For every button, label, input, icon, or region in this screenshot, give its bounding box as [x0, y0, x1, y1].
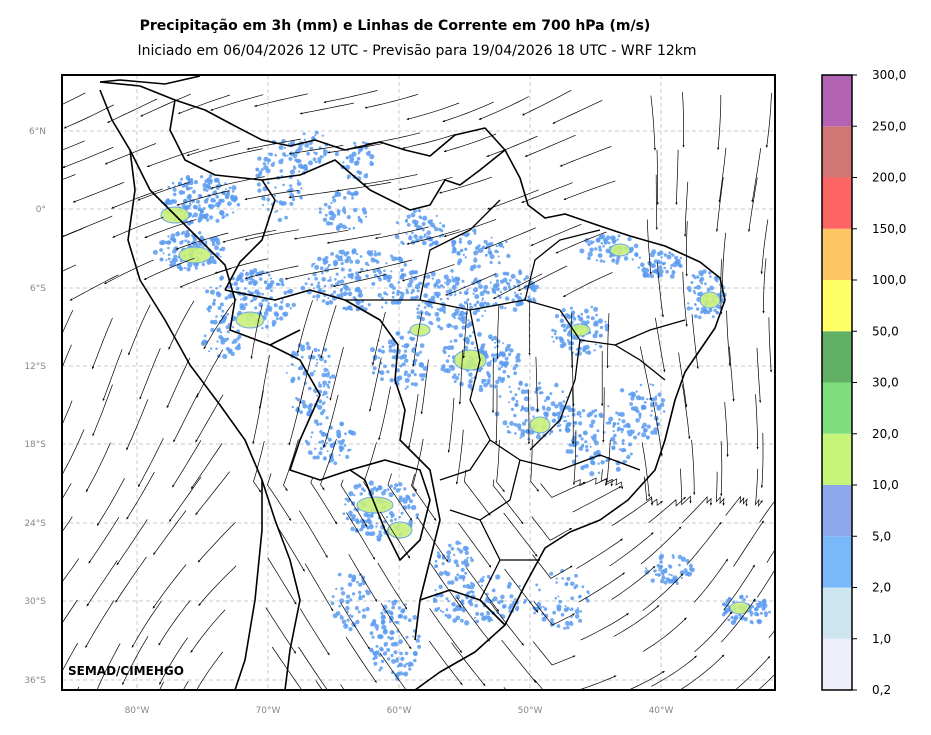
border-paraguay [349, 459, 431, 561]
colorbar-swatch [822, 638, 852, 690]
colorbar-swatch [822, 485, 852, 537]
colorbar-swatch [822, 587, 852, 639]
gridlines [62, 75, 775, 690]
lat-tick-label: 24°S [24, 519, 46, 529]
lon-tick-label: 70°W [256, 706, 281, 716]
colorbar-label: 200,0 [872, 171, 906, 185]
colorbar-label: 0,2 [872, 683, 891, 697]
political-borders [99, 75, 726, 690]
colorbar-label: 30,0 [872, 376, 899, 390]
border-brazil-west [224, 289, 441, 641]
colorbar-label: 150,0 [872, 222, 906, 236]
colorbar-label: 20,0 [872, 427, 899, 441]
border-brazil-north [261, 149, 506, 211]
lon-tick-label: 40°W [649, 706, 674, 716]
colorbar-swatch [822, 536, 852, 588]
latitude-labels: 6°N 0° 6°S 12°S 18°S 24°S 30°S 36°S [24, 127, 46, 686]
colorbar-label: 5,0 [872, 529, 891, 543]
coastline [99, 81, 726, 690]
lat-tick-label: 18°S [24, 440, 46, 450]
credit-label: SEMAD/CIMEHGO [68, 664, 184, 678]
colorbar-label: 50,0 [872, 324, 899, 338]
colorbar-swatch [822, 228, 852, 280]
colorbar-label: 10,0 [872, 478, 899, 492]
colorbar-swatch [822, 75, 852, 127]
lat-tick-label: 6°S [30, 284, 46, 294]
map-panel [62, 75, 775, 690]
colorbar-swatch [822, 382, 852, 434]
lon-tick-label: 80°W [125, 706, 150, 716]
lat-tick-label: 36°S [24, 676, 46, 686]
precipitation-field [152, 130, 771, 681]
west-coast [99, 89, 263, 690]
map-subtitle: Iniciado em 06/04/2026 12 UTC - Previsão… [137, 43, 697, 59]
border-colombia-peru [129, 149, 301, 346]
map-title: Precipitação em 3h (mm) e Linhas de Corr… [139, 18, 651, 34]
state-borders [345, 199, 686, 601]
colorbar-label: 100,0 [872, 273, 906, 287]
colorbar: 0,2 1,0 2,0 5,0 10,0 20,0 30,0 50,0 100,0 150,0 20… [821, 68, 906, 697]
map-frame [61, 74, 776, 691]
lat-tick-label: 30°S [24, 597, 46, 607]
colorbar-label: 2,0 [872, 581, 891, 595]
border-uruguay [419, 589, 506, 626]
border-chile-argentina [261, 479, 301, 690]
colorbar-swatch [822, 433, 852, 485]
lon-tick-label: 60°W [387, 706, 412, 716]
caribbean-coast [99, 75, 201, 85]
colorbar-swatch [822, 126, 852, 178]
lat-tick-label: 0° [36, 205, 46, 215]
border-bolivia [269, 344, 366, 481]
colorbar-label: 250,0 [872, 119, 906, 133]
colorbar-label: 300,0 [872, 68, 906, 82]
colorbar-swatch [822, 280, 852, 332]
colorbar-label: 1,0 [872, 632, 891, 646]
colorbar-swatch [822, 331, 852, 383]
colorbar-swatch [822, 177, 852, 229]
lon-tick-label: 50°W [518, 706, 543, 716]
lat-tick-label: 6°N [29, 127, 46, 137]
longitude-labels: 80°W 70°W 60°W 50°W 40°W [125, 706, 674, 716]
lat-tick-label: 12°S [24, 362, 46, 372]
